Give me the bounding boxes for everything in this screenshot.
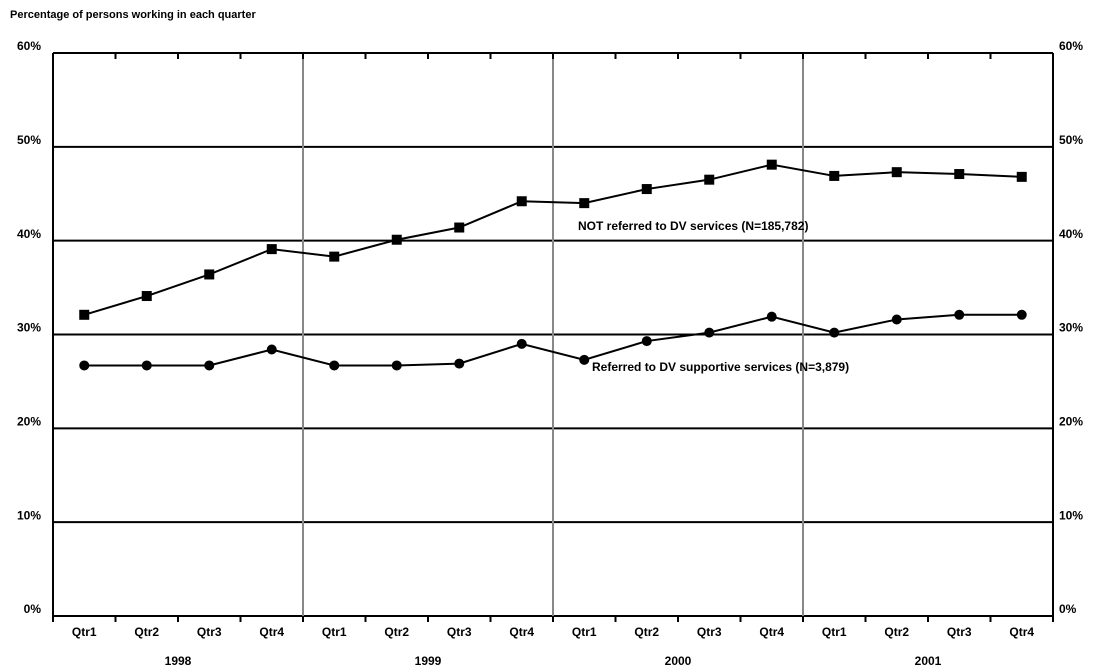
y-tick-label: 60% — [17, 39, 41, 53]
marker — [391, 360, 402, 371]
y2-tick-label: 60% — [1059, 39, 1083, 53]
y-tick-label: 50% — [17, 133, 41, 147]
y-tick-label: 40% — [17, 227, 41, 241]
marker — [579, 354, 590, 365]
x-tick-label: Qtr1 — [572, 625, 597, 639]
chart-title: Percentage of persons working in each qu… — [10, 9, 256, 21]
marker — [454, 222, 465, 233]
year-label: 1998 — [165, 654, 192, 668]
marker — [891, 314, 902, 325]
marker — [329, 251, 340, 262]
marker — [204, 269, 215, 280]
x-tick-label: Qtr2 — [134, 625, 159, 639]
x-tick-label: Qtr2 — [384, 625, 409, 639]
marker — [516, 196, 527, 207]
marker — [766, 311, 777, 322]
series-label: Referred to DV supportive services (N=3,… — [592, 360, 849, 374]
marker — [579, 198, 590, 209]
marker — [204, 360, 215, 371]
marker — [454, 358, 465, 369]
year-label: 2001 — [915, 654, 942, 668]
marker — [704, 327, 715, 338]
marker — [704, 174, 715, 185]
x-tick-label: Qtr1 — [72, 625, 97, 639]
marker — [141, 291, 152, 302]
y-tick-label: 0% — [24, 602, 42, 616]
y2-tick-label: 10% — [1059, 508, 1083, 522]
marker — [766, 159, 777, 170]
year-label: 2000 — [665, 654, 692, 668]
marker — [79, 309, 90, 320]
marker — [829, 170, 840, 181]
x-tick-label: Qtr4 — [759, 625, 784, 639]
marker — [266, 244, 277, 255]
x-tick-label: Qtr1 — [822, 625, 847, 639]
y2-tick-label: 0% — [1059, 602, 1077, 616]
marker — [1016, 309, 1027, 320]
marker — [954, 309, 965, 320]
x-tick-label: Qtr2 — [884, 625, 909, 639]
marker — [1016, 171, 1027, 182]
marker — [641, 336, 652, 347]
y2-tick-label: 30% — [1059, 321, 1083, 335]
y-tick-label: 10% — [17, 508, 41, 522]
x-tick-label: Qtr3 — [697, 625, 722, 639]
marker — [329, 360, 340, 371]
x-tick-label: Qtr3 — [947, 625, 972, 639]
x-tick-label: Qtr2 — [634, 625, 659, 639]
series-line — [84, 313, 1022, 367]
x-tick-label: Qtr4 — [1009, 625, 1034, 639]
marker — [391, 234, 402, 245]
y-tick-label: 20% — [17, 415, 41, 429]
x-tick-label: Qtr1 — [322, 625, 347, 639]
marker — [266, 344, 277, 355]
marker — [516, 338, 527, 349]
y-tick-label: 30% — [17, 321, 41, 335]
y2-tick-label: 40% — [1059, 227, 1083, 241]
series-label: NOT referred to DV services (N=185,782) — [578, 219, 808, 233]
x-tick-label: Qtr4 — [509, 625, 534, 639]
marker — [954, 169, 965, 180]
marker — [641, 184, 652, 195]
y2-tick-label: 20% — [1059, 415, 1083, 429]
marker — [829, 327, 840, 338]
x-tick-label: Qtr3 — [447, 625, 472, 639]
marker — [141, 360, 152, 371]
x-tick-label: Qtr3 — [197, 625, 222, 639]
year-label: 1999 — [415, 654, 442, 668]
marker — [79, 360, 90, 371]
series-line — [83, 163, 1022, 316]
marker — [891, 167, 902, 178]
x-tick-label: Qtr4 — [259, 625, 284, 639]
y2-tick-label: 50% — [1059, 133, 1083, 147]
